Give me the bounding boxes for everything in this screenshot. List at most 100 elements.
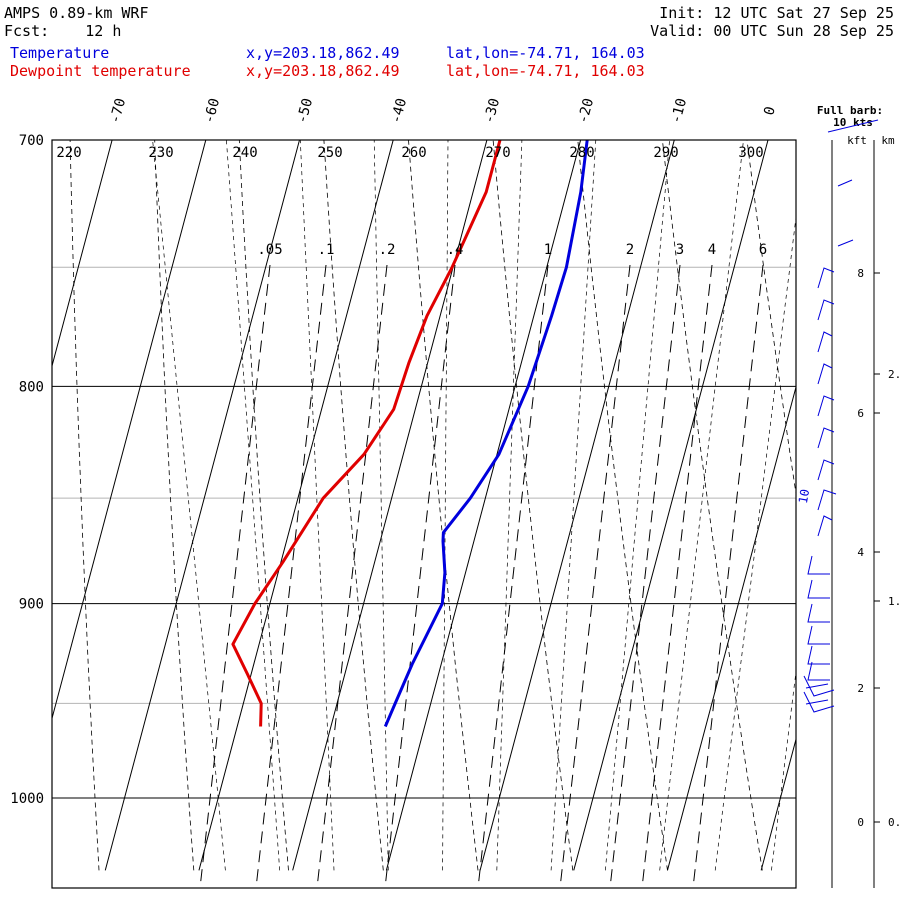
kft-label: kft [847, 134, 867, 147]
wind-legend-value: 10 kts [833, 116, 873, 129]
pressure-label: 700 [19, 133, 44, 149]
temperature-label: -70 [107, 97, 129, 126]
temperature-label: -40 [388, 97, 410, 126]
mixing-ratio-line [609, 264, 681, 888]
wind-legend-title: Full barb: [817, 104, 883, 117]
temperature-label-group: -20 [575, 97, 597, 126]
wind-barb [817, 515, 833, 537]
kft-tick-label: 6 [857, 407, 864, 420]
isotherm [385, 140, 582, 871]
theta-label: 220 [56, 145, 81, 161]
pressure-label: 900 [19, 597, 44, 613]
mixing-ratio-line [255, 264, 327, 888]
mixing-ratio-line [641, 264, 713, 888]
dry-adiabat [0, 140, 4, 870]
wind-barb [807, 661, 830, 681]
dewpoint-line [231, 140, 502, 727]
temperature-label: 0 [761, 105, 779, 117]
plot-frame [51, 139, 797, 889]
isotherm [479, 140, 675, 871]
mixing-ratio-line [316, 264, 388, 888]
km-tick-label: 1. [888, 595, 900, 608]
moist-adiabat [496, 140, 523, 871]
theta-label: 300 [738, 145, 763, 161]
legend-dewpoint-name: Dewpoint temperature [10, 62, 191, 80]
km-tick-label: 2. [888, 368, 900, 381]
mixing-ratio-label: 6 [759, 242, 767, 258]
temperature-label: -30 [481, 97, 503, 126]
mixing-ratio-line [477, 264, 549, 888]
wind-barb [803, 691, 835, 713]
wind-barb [837, 179, 853, 187]
kft-tick-label: 2 [857, 682, 864, 695]
isotherm [52, 140, 207, 721]
moist-adiabat [373, 140, 389, 871]
wind-barb [817, 489, 837, 511]
forecast-hour: Fcst: 12 h [4, 22, 122, 40]
mixing-ratio-line [199, 264, 271, 888]
wind-barb [817, 331, 833, 353]
moist-adiabat [152, 140, 226, 871]
moist-adiabat [605, 140, 670, 871]
temperature-label: -50 [294, 97, 316, 126]
kft-tick-label: 0 [857, 816, 864, 829]
theta-label: 280 [569, 145, 594, 161]
mixing-ratio-label: 1 [544, 242, 552, 258]
mixing-ratio-label: .4 [447, 242, 464, 258]
mixing-ratio-line [692, 264, 764, 888]
temperature-line [383, 140, 589, 728]
moist-adiabat [442, 140, 449, 871]
dry-adiabat [323, 140, 384, 871]
theta-label: 240 [232, 145, 257, 161]
wind-barb [807, 645, 830, 665]
temperature-label-group: -70 [107, 97, 129, 126]
mixing-ratio-label: .05 [257, 242, 282, 258]
wind-barb [837, 239, 854, 247]
moist-adiabat [828, 140, 900, 870]
wind-barb [817, 459, 835, 481]
theta-label: 250 [317, 145, 342, 161]
isotherm [666, 385, 796, 871]
theta-label: 270 [485, 145, 510, 161]
wind-barb [817, 299, 835, 321]
wind-barb [807, 579, 830, 599]
legend-dewpoint-xy: x,y=203.18,862.49 [246, 62, 400, 80]
mixing-ratio-line [384, 264, 456, 888]
dry-adiabat [408, 140, 479, 871]
dry-adiabat [492, 140, 574, 871]
mixing-ratio-label: .1 [318, 242, 335, 258]
init-time: Init: 12 UTC Sat 27 Sep 25 [659, 4, 894, 22]
moist-adiabat [659, 140, 744, 871]
legend-dewpoint-latlon: lat,lon=-74.71, 164.03 [446, 62, 645, 80]
mixing-ratio-label: 3 [676, 242, 684, 258]
legend-temperature-latlon: lat,lon=-74.71, 164.03 [446, 44, 645, 62]
temperature-label-group: -10 [668, 97, 690, 126]
dry-adiabat [832, 140, 900, 870]
pressure-label: 800 [19, 379, 44, 395]
temperature-label: -10 [668, 97, 690, 126]
temperature-label-group: -40 [388, 97, 410, 126]
wind-barb-label: 10 [796, 488, 812, 505]
km-tick-label: 0. [888, 816, 900, 829]
mixing-ratio-line [559, 264, 631, 888]
isotherm [573, 140, 769, 871]
isotherm [198, 140, 394, 871]
legend-temperature-xy: x,y=203.18,862.49 [246, 44, 400, 62]
moist-adiabat [299, 140, 335, 871]
mixing-ratio-label: 4 [708, 242, 716, 258]
wind-barb [807, 603, 830, 623]
mixing-ratio-label: 2 [626, 242, 634, 258]
wind-barb [803, 675, 835, 697]
moist-adiabat [771, 669, 796, 871]
moist-adiabat [550, 140, 597, 871]
kft-tick-label: 8 [857, 267, 864, 280]
theta-label: 290 [653, 145, 678, 161]
dry-adiabat [238, 140, 289, 871]
model-title: AMPS 0.89-km WRF [4, 4, 149, 22]
pressure-label: 1000 [10, 791, 44, 807]
wind-legend-barb [827, 119, 879, 133]
temperature-label-group: -60 [201, 97, 223, 126]
isotherm [855, 140, 900, 870]
temperature-label: -20 [575, 97, 597, 126]
